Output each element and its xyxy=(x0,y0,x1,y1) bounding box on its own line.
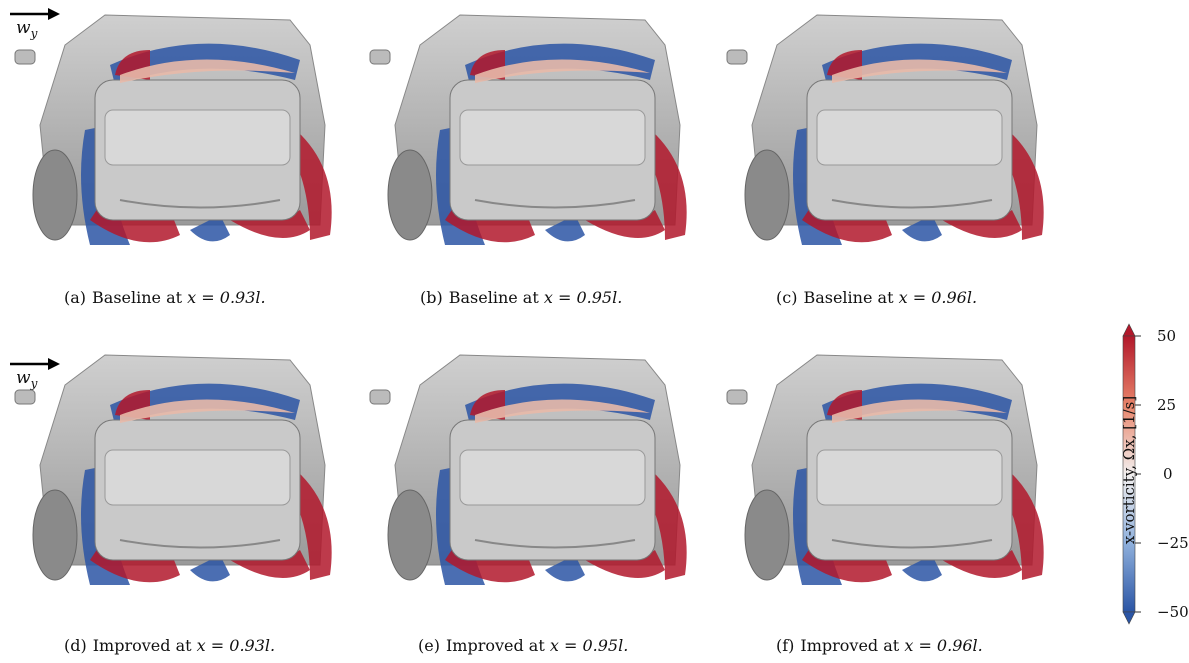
colorbar xyxy=(1120,322,1189,627)
car-vorticity-figure xyxy=(726,14,1044,245)
caption-e: (e) Improved at x = 0.95l. xyxy=(418,636,629,655)
panel-d-image xyxy=(10,345,355,595)
colorbar-tick-minus-50: −50 xyxy=(1157,603,1189,621)
car-vorticity-figure xyxy=(14,14,332,245)
caption-a: (a) Baseline at x = 0.93l. xyxy=(64,288,266,307)
car-vorticity-figure xyxy=(369,14,687,245)
colorbar-title: x-vorticity, Ωx, [1/s] xyxy=(1120,395,1138,545)
colorbar-tick-50: 50 xyxy=(1157,327,1177,345)
panel-a-image xyxy=(10,5,355,255)
panel-b-image xyxy=(365,5,710,255)
panel-e-image xyxy=(365,345,710,595)
car-vorticity-figure xyxy=(369,354,687,585)
colorbar-tick-25: 25 xyxy=(1157,396,1177,414)
caption-b: (b) Baseline at x = 0.95l. xyxy=(420,288,623,307)
caption-c: (c) Baseline at x = 0.96l. xyxy=(776,288,978,307)
wind-direction-indicator-bottom: wy xyxy=(10,358,60,390)
panel-f-image xyxy=(722,345,1067,595)
car-vorticity-figure xyxy=(14,354,332,585)
colorbar-tick-0: 0 xyxy=(1163,465,1173,483)
colorbar-tick-minus-25: −25 xyxy=(1157,534,1189,552)
wind-label: wy xyxy=(16,18,38,41)
wind-label: wy xyxy=(16,368,38,391)
caption-d: (d) Improved at x = 0.93l. xyxy=(64,636,276,655)
car-vorticity-figure xyxy=(726,354,1044,585)
caption-f: (f) Improved at x = 0.96l. xyxy=(776,636,983,655)
panel-c-image xyxy=(722,5,1067,255)
wind-direction-indicator-top: wy xyxy=(10,8,60,40)
